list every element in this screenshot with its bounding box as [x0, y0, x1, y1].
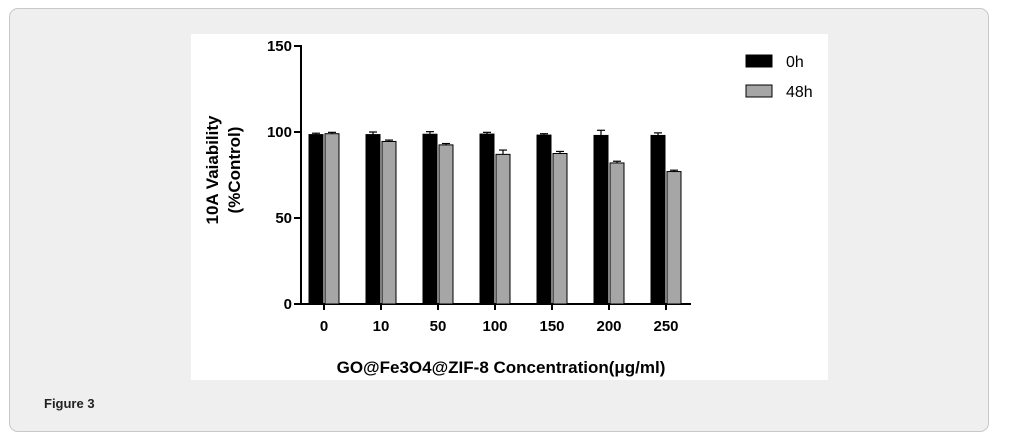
figure-frame: 0 50 100 150 0 10 50 100 150 200 250 10A Vaiability…	[9, 8, 989, 432]
x-tick-label: 200	[596, 318, 621, 335]
legend-swatch	[745, 54, 773, 68]
bar-chart: 0 50 100 150 0 10 50 100 150 200 250 10A Vaiability…	[203, 38, 813, 377]
bar-48h	[495, 153, 511, 305]
x-tick-label: 0	[320, 318, 328, 335]
legend-label: 48h	[786, 84, 813, 101]
bar-0h	[593, 134, 609, 305]
y-tick-label: 0	[284, 296, 292, 313]
bar-48h	[438, 144, 454, 305]
x-tick-label: 10	[373, 318, 390, 335]
bar-48h	[666, 171, 682, 305]
bar-0h	[422, 133, 438, 305]
bar-0h	[479, 133, 495, 305]
x-axis-label: GO@Fe3O4@ZIF-8 Concentration(μg/ml)	[337, 358, 666, 377]
y-tick-label: 100	[267, 124, 292, 141]
bar-48h	[609, 162, 625, 305]
bar-0h	[650, 134, 666, 305]
bar-0h	[365, 134, 381, 305]
bar-0h	[308, 134, 324, 305]
figure-caption: Figure 3	[44, 396, 95, 411]
y-tick-label: 50	[275, 210, 292, 227]
x-tick-label: 100	[482, 318, 507, 335]
bar-48h	[324, 133, 340, 305]
y-axis-label: 10A Vaiability	[203, 115, 222, 225]
legend-label: 0h	[786, 54, 804, 71]
bar-48h	[381, 140, 397, 305]
x-tick-label: 150	[539, 318, 564, 335]
chart-container: 0 50 100 150 0 10 50 100 150 200 250 10A Vaiability…	[191, 34, 828, 380]
x-tick-label: 50	[430, 318, 447, 335]
x-tick-label: 250	[653, 318, 678, 335]
y-axis-label: (%Control)	[225, 127, 244, 214]
y-tick-label: 150	[267, 38, 292, 55]
bar-0h	[536, 134, 552, 305]
bar-48h	[552, 153, 568, 305]
legend-swatch	[745, 84, 773, 98]
